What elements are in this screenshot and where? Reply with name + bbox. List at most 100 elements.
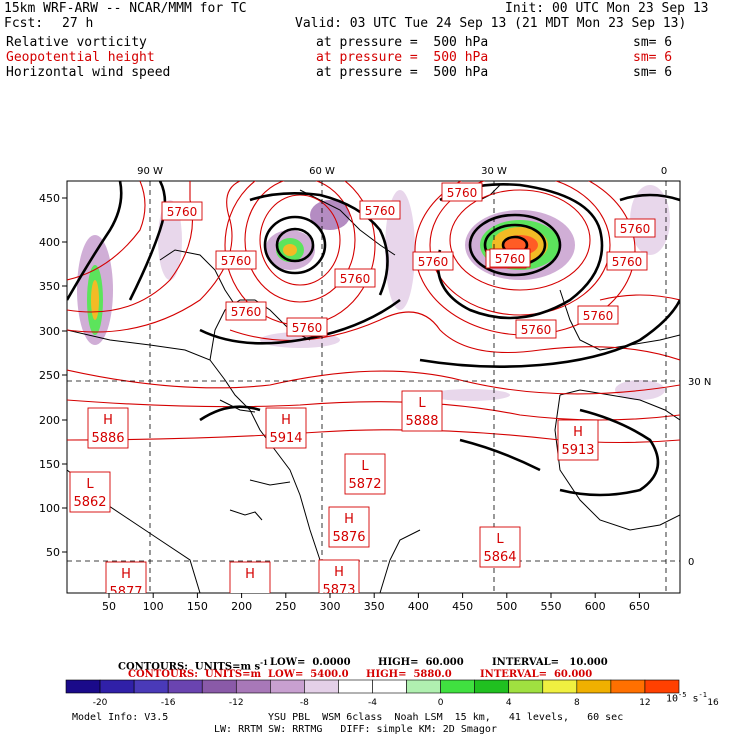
- x-tick-label: 600: [585, 600, 606, 613]
- x-tick-label: 50: [102, 600, 116, 613]
- x-tick-label: 550: [541, 600, 562, 613]
- physics-line-1: YSU PBL WSM 6class Noah LSM 15 km, 41 le…: [268, 712, 624, 723]
- pressure-system-label: L 5872: [344, 453, 386, 495]
- colorbar-cell: [610, 679, 646, 694]
- black-contours-interval: INTERVAL= 10.000: [492, 657, 608, 668]
- y-tick-label: 150: [39, 458, 60, 471]
- forecast-value: 27 h: [62, 16, 94, 31]
- contour-value: 5760: [521, 323, 552, 337]
- system-kind: H: [334, 565, 344, 580]
- longitude-label: 30 W: [481, 166, 507, 177]
- system-kind: H: [245, 567, 255, 582]
- colorbar-label: -16: [161, 698, 176, 708]
- contour-label: 5760: [359, 200, 401, 220]
- system-kind: H: [344, 512, 354, 527]
- contour-value: 5760: [167, 205, 198, 219]
- system-kind: H: [281, 413, 291, 428]
- field-2-sm: sm= 6: [633, 50, 673, 65]
- longitude-label: 90 W: [137, 166, 163, 177]
- forecast-label: Fcst:: [4, 16, 44, 31]
- colorbar-label: -8: [300, 698, 309, 708]
- contour-label: 5760: [606, 251, 648, 271]
- contour-value: 5760: [292, 321, 323, 335]
- wind-speed-contours: [67, 181, 680, 497]
- contour-label: 5760: [412, 251, 454, 271]
- y-tick-label: 350: [39, 280, 60, 293]
- system-value: 5873: [322, 583, 355, 598]
- pressure-system-label: L 5864: [479, 526, 521, 568]
- system-value: 5888: [405, 414, 438, 429]
- contour-label-group: 5760 5760 5760 5760 5760 5760 5760 5760 5760 5760…: [161, 182, 656, 339]
- colorbar: -20 -16 -12 -8 -4 0 4 8 12 16: [65, 679, 719, 708]
- contour-label: 5760: [334, 268, 376, 288]
- x-tick-label: 150: [187, 600, 208, 613]
- colorbar-label: 16: [707, 698, 719, 708]
- field-3-sm: sm= 6: [633, 65, 673, 80]
- field-3-pressure: at pressure = 500 hPa: [316, 65, 489, 80]
- contour-value: 5760: [418, 255, 449, 269]
- pressure-system-label: H 5914: [265, 407, 307, 449]
- pressure-system-label: H 5877: [105, 561, 147, 593]
- coastlines: [67, 184, 680, 593]
- y-tick-label: 50: [46, 546, 60, 559]
- y-tick-label: 200: [39, 414, 60, 427]
- y-tick-label: 100: [39, 502, 60, 515]
- field-2-pressure: at pressure = 500 hPa: [316, 50, 489, 65]
- system-kind: L: [496, 532, 504, 547]
- red-contours-units: CONTOURS: UNITS=m LOW= 5400.0: [128, 669, 349, 680]
- field-1-sm: sm= 6: [633, 35, 673, 50]
- contour-value: 5760: [612, 255, 643, 269]
- y-tick-label: 400: [39, 236, 60, 249]
- pressure-system-label: H 5913: [557, 419, 599, 461]
- system-kind: L: [361, 459, 369, 474]
- x-tick-label: 350: [364, 600, 385, 613]
- black-contours-low: LOW= 0.0000: [270, 657, 351, 668]
- contour-label: 5760: [614, 218, 656, 238]
- pressure-system-group: H 5886 H 5914 L 5888 H 5913 L 5862 L 5872 H 5876 L 5864…: [69, 390, 599, 598]
- y-axis: 450 400 350 300 250 200 150 100 50: [39, 192, 67, 559]
- longitude-labels: 90 W 60 W 30 W 0: [137, 166, 667, 177]
- field-2-name: Geopotential height: [6, 50, 155, 65]
- pressure-system-label: L 5888: [401, 390, 443, 432]
- contour-label: 5760: [286, 317, 328, 337]
- x-axis: 50 100 150 200 250 300 350 400 450 500 550 600 650: [102, 593, 650, 613]
- system-value: 5862: [73, 495, 106, 510]
- x-tick-label: 500: [496, 600, 517, 613]
- pressure-system-label: L 5862: [69, 471, 111, 513]
- pressure-system-label: H: [229, 561, 271, 593]
- physics-line-2: LW: RRTM SW: RRTMG DIFF: simple KM: 2D S…: [214, 724, 497, 735]
- system-value: 5886: [91, 431, 124, 446]
- longitude-label: 60 W: [309, 166, 335, 177]
- colorbar-label: 4: [506, 698, 512, 708]
- map-content: 5760 5760 5760 5760 5760 5760 5760 5760 5760 5760…: [67, 181, 680, 598]
- system-value: 5864: [483, 550, 516, 565]
- contour-label: 5760: [161, 201, 203, 221]
- latitude-label: 0: [688, 557, 694, 568]
- lat-lon-grid: [67, 181, 680, 593]
- field-3-name: Horizontal wind speed: [6, 65, 171, 80]
- colorbar-label: 8: [574, 698, 580, 708]
- colorbar-label: -20: [93, 698, 108, 708]
- system-value: 5872: [348, 477, 381, 492]
- contour-value: 5760: [583, 309, 614, 323]
- colorbar-label: 12: [639, 698, 650, 708]
- model-info: Model Info: V3.5: [72, 712, 169, 723]
- longitude-label: 0: [661, 166, 667, 177]
- system-kind: L: [418, 396, 426, 411]
- black-contours-units: CONTOURS: UNITS=m s-1: [118, 658, 268, 673]
- y-tick-label: 300: [39, 325, 60, 338]
- x-tick-label: 650: [629, 600, 650, 613]
- pressure-system-label: H 5876: [328, 506, 370, 548]
- contour-label: 5760: [489, 248, 531, 268]
- field-1-name: Relative vorticity: [6, 35, 147, 50]
- system-kind: H: [103, 413, 113, 428]
- system-value: 5876: [332, 530, 365, 545]
- contour-value: 5760: [620, 222, 651, 236]
- y-tick-label: 450: [39, 192, 60, 205]
- latitude-labels: 30 N 0: [688, 377, 711, 568]
- system-kind: H: [573, 425, 583, 440]
- system-kind: L: [86, 477, 94, 492]
- red-contours-interval: INTERVAL= 60.000: [480, 669, 593, 680]
- contour-value: 5760: [447, 186, 478, 200]
- contour-value: 5760: [340, 272, 371, 286]
